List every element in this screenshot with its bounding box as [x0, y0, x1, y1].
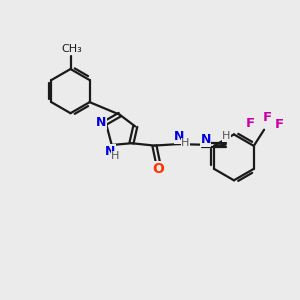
Text: CH₃: CH₃	[61, 44, 82, 54]
Text: O: O	[152, 162, 164, 176]
Text: N: N	[105, 145, 116, 158]
Text: H: H	[111, 151, 119, 161]
Text: N: N	[96, 116, 106, 129]
Text: H: H	[181, 138, 190, 148]
Text: N: N	[174, 130, 184, 143]
Text: F: F	[263, 111, 272, 124]
Text: H: H	[222, 131, 230, 142]
Text: N: N	[200, 133, 211, 146]
Text: F: F	[275, 118, 284, 131]
Text: F: F	[245, 117, 254, 130]
